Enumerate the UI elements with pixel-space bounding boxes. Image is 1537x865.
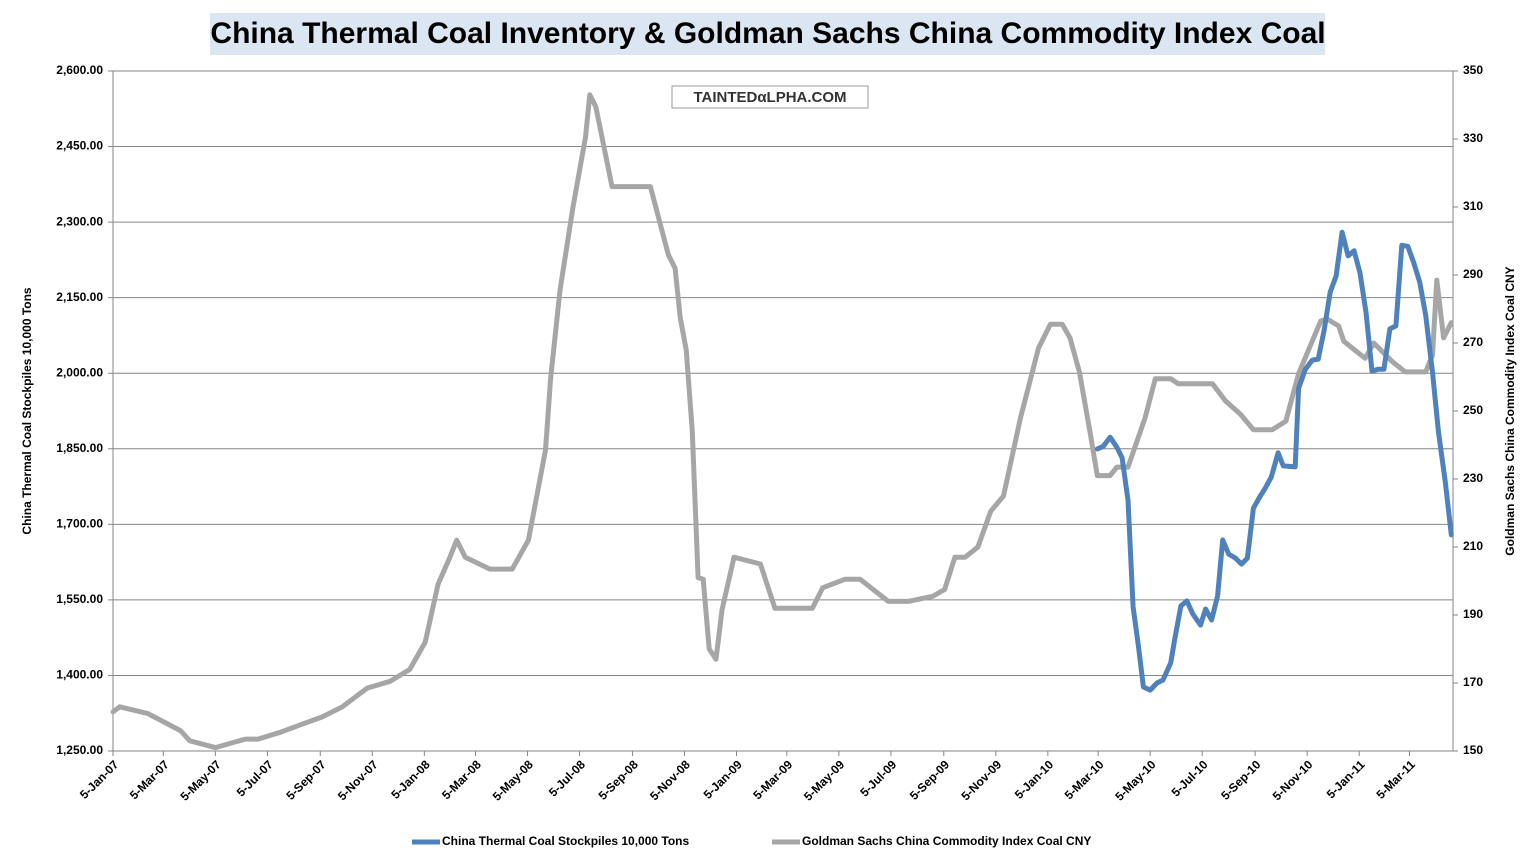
x-tick-label: 5-Nov-09	[958, 757, 1004, 803]
y2-tick-label: 250	[1463, 403, 1483, 417]
y2-tick-label: 330	[1463, 131, 1483, 145]
x-tick-label: 5-Jan-10	[1012, 757, 1057, 802]
y-tick-label: 2,150.00	[56, 290, 103, 304]
y-axis-title: China Thermal Coal Stockpiles 10,000 Ton…	[20, 287, 34, 535]
x-tick-label: 5-May-10	[1112, 757, 1158, 803]
x-tick-label: 5-Jan-09	[701, 757, 746, 802]
y2-tick-label: 270	[1463, 335, 1483, 349]
x-tick-label: 5-Mar-07	[127, 757, 172, 802]
y-tick-label: 1,400.00	[56, 668, 103, 682]
y-tick-label: 1,250.00	[56, 743, 103, 757]
y-tick-label: 1,850.00	[56, 441, 103, 455]
series-line	[110, 92, 1454, 751]
y-tick-label: 2,450.00	[56, 139, 103, 153]
x-tick-label: 5-Nov-07	[335, 757, 381, 803]
x-tick-label: 5-Jan-08	[388, 757, 433, 802]
x-tick-label: 5-Mar-08	[439, 757, 484, 802]
x-tick-label: 5-Jul-07	[234, 757, 276, 799]
y2-tick-label: 310	[1463, 199, 1483, 213]
x-tick-label: 5-Sep-07	[283, 757, 329, 803]
y2-axis-title: Goldman Sachs China Commodity Index Coal…	[1503, 266, 1517, 555]
x-tick-label: 5-Sep-09	[907, 757, 953, 803]
watermark-box	[671, 85, 869, 109]
x-tick-label: 5-May-09	[801, 757, 847, 803]
title-background	[210, 13, 1325, 55]
y2-tick-label: 190	[1463, 607, 1483, 621]
x-tick-label: 5-Jul-10	[1169, 757, 1211, 799]
y2-tick-label: 290	[1463, 267, 1483, 281]
y2-tick-label: 170	[1463, 675, 1483, 689]
y2-tick-label: 350	[1463, 63, 1483, 77]
legend-label: China Thermal Coal Stockpiles 10,000 Ton…	[442, 834, 690, 848]
legend-label: Goldman Sachs China Commodity Index Coal…	[802, 834, 1091, 848]
x-tick-label: 5-May-07	[178, 757, 224, 803]
series-line	[1094, 229, 1454, 693]
x-tick-label: 5-Mar-09	[750, 757, 795, 802]
x-tick-label: 5-Jul-09	[857, 757, 899, 799]
chart-title: China Thermal Coal Inventory & Goldman S…	[210, 17, 1325, 50]
x-tick-label: 5-Nov-08	[647, 757, 693, 803]
y-tick-label: 2,300.00	[56, 214, 103, 228]
x-tick-label: 5-May-08	[490, 757, 536, 803]
y2-tick-label: 150	[1463, 743, 1483, 757]
y-tick-label: 1,700.00	[56, 517, 103, 531]
x-tick-label: 5-Jan-11	[1324, 757, 1368, 801]
watermark: TAINTEDαLPHA.COM	[693, 89, 846, 106]
x-tick-label: 5-Jul-08	[546, 757, 588, 799]
x-tick-label: 5-Mar-10	[1062, 757, 1107, 802]
y-tick-label: 1,550.00	[56, 592, 103, 606]
x-tick-label: 5-Sep-08	[596, 757, 642, 803]
y-tick-label: 2,600.00	[56, 63, 103, 77]
y-tick-label: 2,000.00	[56, 365, 103, 379]
x-tick-label: 5-Sep-10	[1218, 757, 1264, 803]
y2-tick-label: 230	[1463, 471, 1483, 485]
x-tick-label: 5-Jan-07	[77, 757, 122, 802]
x-tick-label: 5-Mar-11	[1374, 757, 1419, 802]
y2-tick-label: 210	[1463, 539, 1483, 553]
x-tick-label: 5-Nov-10	[1270, 757, 1316, 803]
